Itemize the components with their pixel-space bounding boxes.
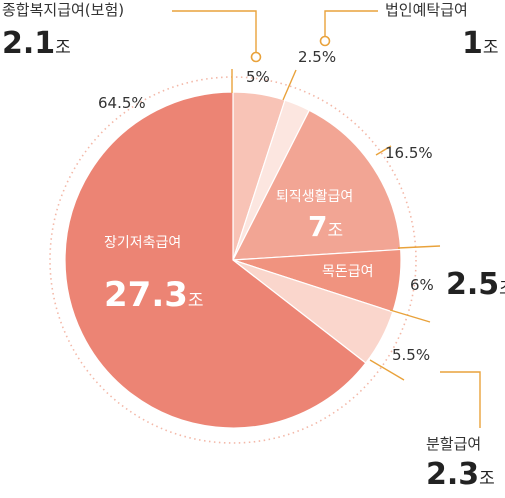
pct-long-term: 64.5% <box>98 94 146 112</box>
pct-corporate: 2.5% <box>298 48 337 66</box>
leader-dot-corporate <box>319 35 331 47</box>
inner-value-retirement: 7조 <box>308 210 344 243</box>
inner-label-lump-sum: 목돈급여 <box>322 264 374 280</box>
tick-lump-installment <box>389 309 431 323</box>
leader-dot-welfare <box>250 51 262 63</box>
leader-installment <box>440 371 481 428</box>
inner-label-retirement: 퇴직생활급여 <box>276 189 354 205</box>
inner-label-long-term: 장기저축급여 <box>104 235 182 251</box>
pie-slice-long-term <box>64 91 367 429</box>
leader-welfare <box>172 10 257 52</box>
value-lump-sum: 2.5조 <box>446 267 505 302</box>
pct-retirement: 16.5% <box>385 144 433 162</box>
tick-retirement <box>375 145 392 156</box>
value-welfare: 2.1조 <box>2 26 71 61</box>
label-installment: 분할급여 <box>426 435 482 453</box>
pct-welfare: 5% <box>246 68 270 86</box>
inner-value-long-term: 27.3조 <box>104 275 204 315</box>
tick-installment <box>369 359 405 381</box>
label-corporate: 법인예탁급여 <box>385 1 468 19</box>
pct-installment: 5.5% <box>392 346 431 364</box>
pie-slice-retirement <box>231 109 402 261</box>
pct-lump-sum: 6% <box>410 276 434 294</box>
tick-corporate <box>282 69 297 101</box>
value-installment: 2.3조 <box>426 457 495 492</box>
tick-retirement-lump <box>397 245 441 249</box>
value-corporate: 1조 <box>462 26 499 61</box>
dotted-ring <box>49 76 417 444</box>
label-welfare: 종합복지급여(보험) <box>2 1 125 19</box>
leader-corporate <box>324 10 378 36</box>
